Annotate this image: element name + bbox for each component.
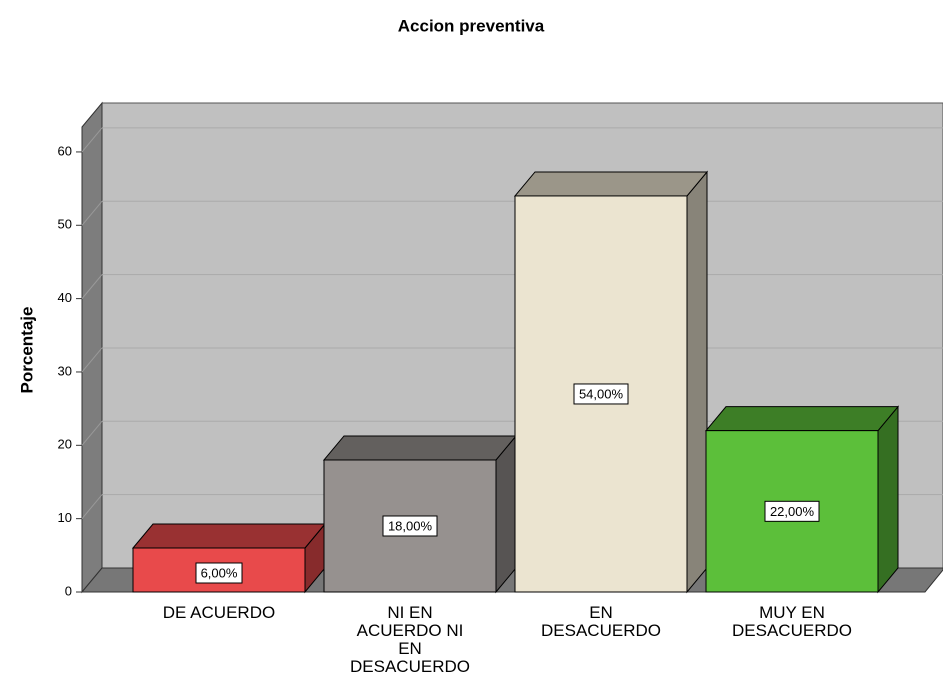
- value-label-box: [195, 562, 243, 584]
- grid-line: [81, 127, 103, 153]
- value-label: 54,00%: [579, 386, 624, 401]
- x-tick-label: MUY EN DESACUERDO: [732, 603, 852, 640]
- y-tick-label: 50: [58, 217, 72, 232]
- y-tick-label: 0: [65, 583, 72, 598]
- grid-line: [81, 420, 103, 446]
- value-label: 18,00%: [388, 518, 433, 533]
- bar-side: [686, 170, 708, 594]
- value-label: 6,00%: [201, 565, 238, 580]
- bar-top: [704, 406, 900, 432]
- bar-side: [495, 434, 517, 594]
- bar-top: [131, 523, 327, 549]
- bar-top: [513, 171, 709, 197]
- y-tick-label: 60: [58, 143, 72, 158]
- grid-line: [81, 494, 103, 519]
- x-tick-label: EN DESACUERDO: [541, 603, 661, 640]
- value-label-box: [382, 515, 438, 537]
- x-tick-label: NI EN ACUERDO NI EN DESACUERDO: [350, 603, 470, 676]
- bar-top: [322, 435, 518, 461]
- grid-line: [81, 347, 103, 373]
- grid-line: [81, 200, 103, 226]
- value-label: 22,00%: [770, 504, 815, 519]
- y-axis-label: Porcentaje: [17, 307, 36, 394]
- y-tick-label: 20: [58, 437, 72, 452]
- y-tick-label: 10: [58, 510, 72, 525]
- y-tick-label: 40: [58, 290, 72, 305]
- y-tick-label: 30: [58, 363, 72, 378]
- grid-line: [81, 274, 103, 299]
- value-label-box: [764, 500, 820, 522]
- chart-title: Accion preventiva: [398, 16, 545, 35]
- bar-side: [877, 405, 899, 594]
- value-label-box: [573, 383, 629, 405]
- x-tick-label: DE ACUERDO: [162, 603, 276, 622]
- side-wall: [81, 101, 103, 594]
